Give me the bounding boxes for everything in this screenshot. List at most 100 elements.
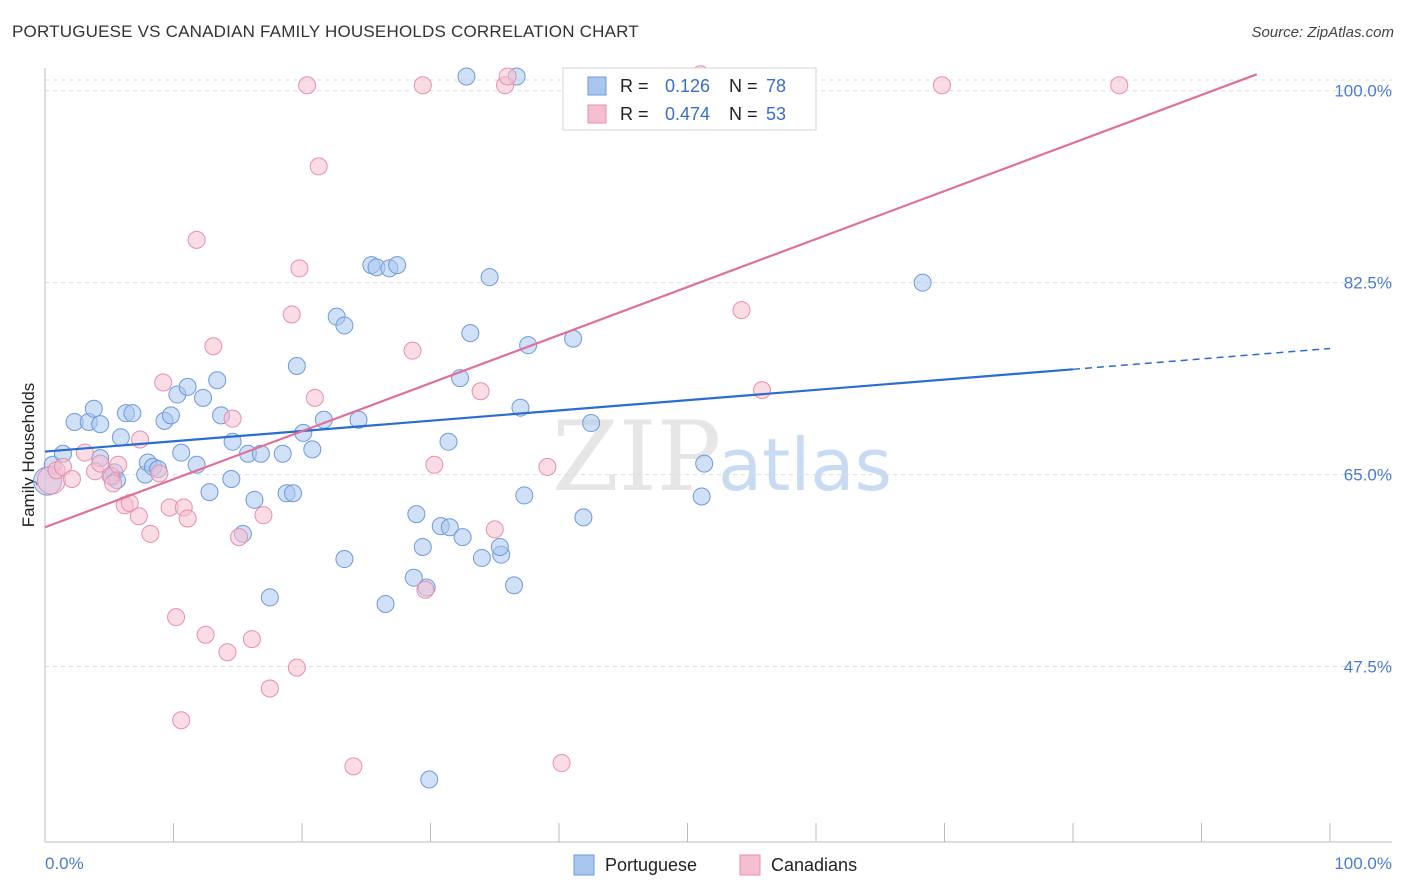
canadians-point bbox=[1110, 76, 1129, 95]
canadians-point bbox=[167, 608, 186, 627]
canadians-point bbox=[62, 469, 81, 488]
portuguese-point bbox=[251, 444, 270, 463]
portuguese-point bbox=[511, 398, 530, 417]
canadians-point bbox=[230, 528, 249, 547]
portuguese-point bbox=[388, 256, 407, 275]
canadians-point bbox=[242, 630, 261, 649]
portuguese-point bbox=[123, 404, 142, 423]
canadians-point bbox=[53, 457, 72, 476]
portuguese-point bbox=[490, 537, 509, 556]
data-points bbox=[33, 65, 1129, 789]
portuguese-point bbox=[84, 399, 103, 418]
portuguese-point bbox=[457, 67, 476, 86]
canadians-point bbox=[753, 381, 772, 400]
portuguese-point bbox=[376, 595, 395, 614]
y-tick-label: 100.0% bbox=[1334, 82, 1392, 101]
portuguese-point bbox=[692, 487, 711, 506]
legend-r-value: 0.474 bbox=[665, 104, 710, 124]
y-tick-labels: 47.5% 65.0% 82.5% 100.0% bbox=[1334, 82, 1392, 677]
canadians-point bbox=[498, 67, 517, 86]
canadians-point bbox=[254, 506, 273, 525]
portuguese-point bbox=[480, 268, 499, 287]
legend-swatch bbox=[587, 104, 607, 124]
canadians-point bbox=[287, 658, 306, 677]
legend-r-label: R = bbox=[620, 76, 649, 96]
y-axis-label: Family Households bbox=[19, 383, 38, 528]
canadians-point bbox=[91, 454, 110, 473]
legend-n-label: N = bbox=[729, 104, 758, 124]
portuguese-point bbox=[439, 432, 458, 451]
y-tick-label: 65.0% bbox=[1344, 466, 1392, 485]
canadians-point bbox=[552, 754, 571, 773]
canadians-point bbox=[298, 76, 317, 95]
canadians-point bbox=[129, 507, 148, 526]
canadians-point bbox=[344, 757, 363, 776]
canadians-point bbox=[109, 455, 128, 474]
canadians-point bbox=[260, 679, 279, 698]
canadians-point bbox=[141, 524, 160, 543]
portuguese-point bbox=[407, 505, 426, 524]
canadians-point bbox=[305, 388, 324, 407]
canadians-point bbox=[403, 341, 422, 360]
portuguese-point bbox=[515, 486, 534, 505]
legend-r-value: 0.126 bbox=[665, 76, 710, 96]
legend-n-label: N = bbox=[729, 76, 758, 96]
x-tick-label-min: 0.0% bbox=[45, 854, 84, 873]
portuguese-point bbox=[461, 324, 480, 343]
portuguese-point bbox=[287, 357, 306, 376]
y-tick-label: 47.5% bbox=[1344, 658, 1392, 677]
watermark-atlas: atlas bbox=[718, 423, 892, 507]
source-credit: Source: ZipAtlas.com bbox=[1251, 24, 1394, 41]
portuguese-point bbox=[208, 371, 227, 390]
series-legend: Portuguese Canadians bbox=[573, 854, 857, 876]
portuguese-point bbox=[273, 444, 292, 463]
portuguese-point bbox=[222, 469, 241, 488]
portuguese-point bbox=[284, 484, 303, 503]
canadians-trend-line bbox=[44, 73, 1258, 529]
legend-n-value: 53 bbox=[766, 104, 786, 124]
canadians-point bbox=[75, 443, 94, 462]
bottom-legend-swatch bbox=[739, 854, 761, 876]
canadians-point bbox=[172, 711, 191, 730]
canadians-point bbox=[196, 625, 215, 644]
gridlines bbox=[45, 79, 1392, 668]
portuguese-point bbox=[335, 316, 354, 335]
canadians-point bbox=[178, 509, 197, 528]
portuguese-point bbox=[913, 273, 932, 292]
portuguese-point bbox=[574, 508, 593, 527]
canadians-point bbox=[204, 337, 223, 356]
portuguese-trend-extension bbox=[1072, 347, 1331, 371]
canadians-point bbox=[416, 580, 435, 599]
portuguese-point bbox=[303, 440, 322, 459]
canadians-point bbox=[218, 643, 237, 662]
watermark: ZIP atlas bbox=[552, 401, 892, 513]
portuguese-point bbox=[335, 550, 354, 569]
portuguese-point bbox=[194, 388, 213, 407]
portuguese-point bbox=[91, 415, 110, 434]
canadians-point bbox=[154, 373, 173, 392]
portuguese-point bbox=[505, 576, 524, 595]
canadians-point bbox=[471, 382, 490, 401]
axes bbox=[44, 68, 1392, 843]
portuguese-point bbox=[413, 537, 432, 556]
legend-swatch bbox=[587, 76, 607, 96]
canadians-point bbox=[150, 464, 169, 483]
portuguese-point bbox=[420, 770, 439, 789]
canadians-point bbox=[538, 457, 557, 476]
portuguese-point bbox=[260, 588, 279, 607]
portuguese-point bbox=[519, 336, 538, 355]
x-tick-labels: 0.0% 100.0% bbox=[45, 854, 1392, 873]
canadians-point bbox=[732, 301, 751, 320]
canadians-point bbox=[425, 455, 444, 474]
x-tick-label-max: 100.0% bbox=[1334, 854, 1392, 873]
canadians-point bbox=[104, 474, 123, 493]
trend-lines bbox=[44, 73, 1331, 529]
portuguese-point bbox=[440, 518, 459, 537]
portuguese-point bbox=[161, 406, 180, 425]
portuguese-point bbox=[695, 454, 714, 473]
legend-n-value: 78 bbox=[766, 76, 786, 96]
portuguese-point bbox=[453, 528, 472, 547]
canadians-point bbox=[485, 520, 504, 539]
canadians-point bbox=[223, 409, 242, 428]
